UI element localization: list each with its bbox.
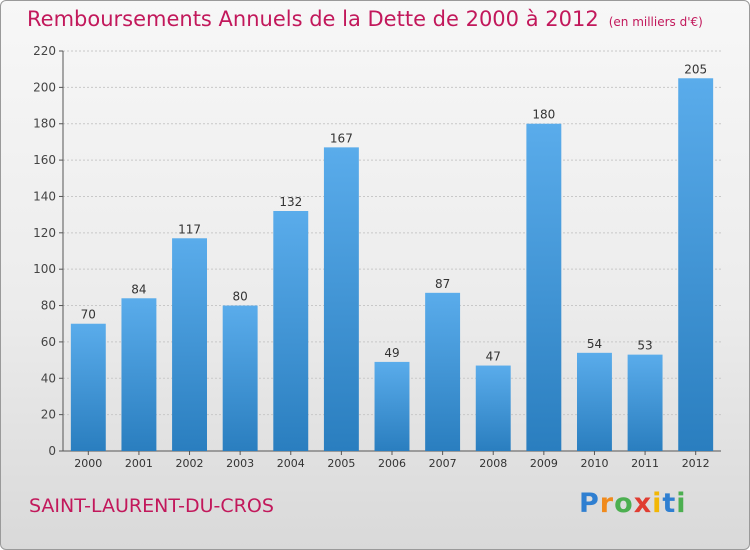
- y-tick-label: 200: [33, 80, 56, 94]
- bar: [425, 292, 461, 451]
- y-tick-label: 80: [41, 299, 56, 313]
- bar-value-label: 47: [486, 350, 501, 364]
- y-tick-label: 20: [41, 408, 56, 422]
- bar-value-label: 180: [532, 108, 555, 122]
- bar-value-label: 53: [637, 339, 652, 353]
- logo-letter: x: [633, 488, 653, 519]
- chart-title-text: Remboursements Annuels de la Dette de 20…: [27, 7, 599, 31]
- y-tick-label: 180: [33, 117, 56, 131]
- x-tick-label: 2007: [429, 457, 457, 470]
- commune-name: SAINT-LAURENT-DU-CROS: [29, 495, 274, 517]
- y-tick-label: 220: [33, 44, 56, 58]
- y-tick-label: 0: [48, 444, 56, 458]
- x-tick-label: 2001: [125, 457, 153, 470]
- bar-value-label: 117: [178, 222, 201, 236]
- x-tick-label: 2012: [682, 457, 710, 470]
- logo-letter: i: [676, 488, 687, 519]
- bar-value-label: 84: [131, 282, 146, 296]
- x-tick-label: 2009: [530, 457, 558, 470]
- x-tick-label: 2002: [176, 457, 204, 470]
- x-tick-label: 2008: [479, 457, 507, 470]
- bar: [374, 361, 410, 451]
- proxiti-logo: Proxiti: [579, 488, 687, 519]
- chart-title: Remboursements Annuels de la Dette de 20…: [27, 7, 703, 31]
- bar-value-label: 80: [233, 290, 248, 304]
- bar: [526, 123, 562, 452]
- y-tick-label: 140: [33, 189, 56, 203]
- logo-letter: r: [599, 488, 615, 519]
- bar-value-label: 167: [330, 131, 353, 145]
- bar: [678, 78, 714, 451]
- bar-value-label: 205: [684, 62, 707, 76]
- logo-letter: t: [662, 488, 677, 519]
- y-tick-label: 120: [33, 226, 56, 240]
- x-tick-label: 2005: [327, 457, 355, 470]
- bar: [273, 211, 309, 451]
- bar-value-label: 70: [81, 308, 96, 322]
- bar-value-label: 49: [384, 346, 399, 360]
- x-tick-label: 2006: [378, 457, 406, 470]
- y-tick-label: 100: [33, 262, 56, 276]
- y-tick-label: 160: [33, 153, 56, 167]
- bar-value-label: 132: [279, 195, 302, 209]
- bar: [576, 352, 612, 451]
- bar-value-label: 87: [435, 277, 450, 291]
- x-tick-label: 2010: [580, 457, 608, 470]
- x-tick-label: 2000: [74, 457, 102, 470]
- bar: [627, 354, 663, 451]
- logo-letter: P: [579, 488, 600, 519]
- bar: [172, 238, 208, 451]
- x-tick-label: 2003: [226, 457, 254, 470]
- bar: [70, 323, 106, 451]
- bar-value-label: 54: [587, 337, 602, 351]
- logo-letter: o: [614, 488, 634, 519]
- chart-unit: (en milliers d'€): [608, 15, 703, 29]
- logo-letter: i: [652, 488, 663, 519]
- y-tick-label: 40: [41, 371, 56, 385]
- bar: [121, 298, 157, 451]
- bar: [323, 147, 359, 451]
- x-tick-label: 2004: [277, 457, 305, 470]
- x-tick-label: 2011: [631, 457, 659, 470]
- bar: [475, 365, 511, 451]
- bar: [222, 305, 258, 451]
- y-tick-label: 60: [41, 335, 56, 349]
